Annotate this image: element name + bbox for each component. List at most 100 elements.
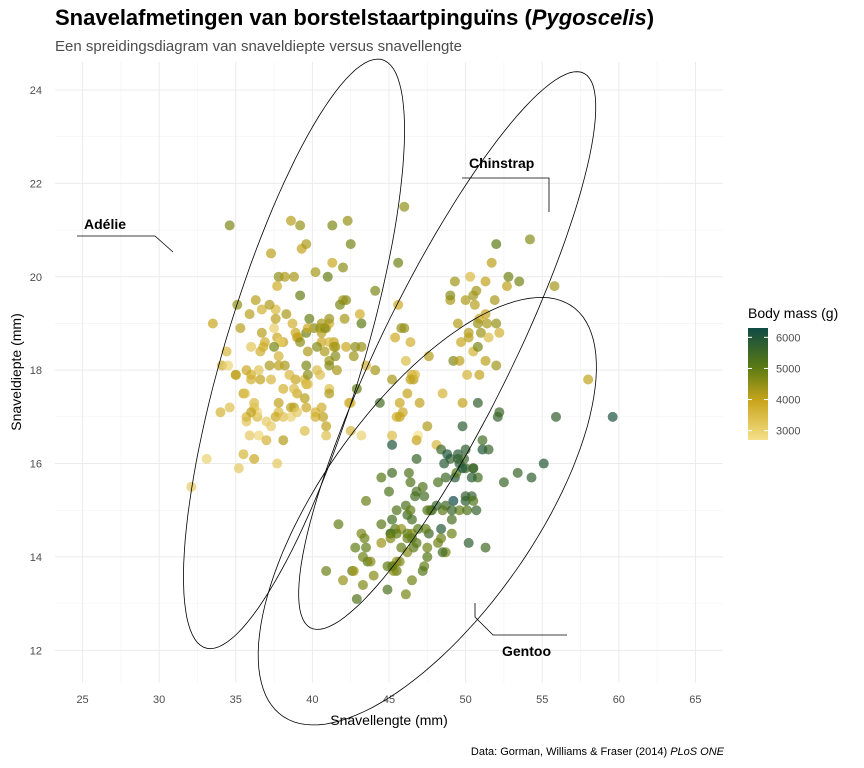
caption-journal: PLoS ONE: [670, 746, 724, 758]
data-point-gentoo: [403, 467, 414, 478]
data-point-adelie: [272, 458, 283, 469]
data-point-chinstrap: [549, 281, 560, 292]
x-tick-label: 60: [613, 694, 625, 706]
data-point-gentoo: [454, 505, 465, 516]
data-point-adelie: [316, 402, 327, 413]
data-point-chinstrap: [480, 355, 491, 366]
data-point-adelie: [342, 215, 353, 226]
data-point-adelie: [311, 341, 322, 352]
ellipse-gentoo: [257, 296, 597, 726]
data-point-gentoo: [483, 444, 494, 455]
data-point-gentoo: [376, 519, 387, 530]
data-point-adelie: [246, 407, 257, 418]
data-point-chinstrap: [437, 388, 448, 399]
data-point-gentoo: [387, 467, 398, 478]
data-point-adelie: [302, 323, 313, 334]
data-point-gentoo: [472, 397, 483, 408]
data-point-adelie: [345, 239, 356, 250]
data-point-adelie: [301, 402, 312, 413]
data-point-gentoo: [477, 435, 488, 446]
data-point-adelie: [224, 402, 235, 413]
data-point-chinstrap: [387, 430, 398, 441]
data-point-chinstrap: [452, 318, 463, 329]
data-point-adelie: [273, 397, 284, 408]
chart-title-suffix: ): [646, 5, 655, 30]
data-point-gentoo: [368, 570, 379, 581]
data-point-adelie: [356, 318, 367, 329]
data-point-chinstrap: [491, 318, 502, 329]
data-point-adelie: [244, 430, 255, 441]
data-point-adelie: [255, 374, 266, 385]
data-point-adelie: [278, 383, 289, 394]
data-point-gentoo: [457, 421, 468, 432]
data-point-chinstrap: [414, 397, 425, 408]
data-point-adelie: [393, 257, 404, 268]
data-point-chinstrap: [460, 295, 471, 306]
data-point-adelie: [287, 318, 298, 329]
data-point-gentoo: [433, 477, 444, 488]
data-point-adelie: [338, 262, 349, 273]
data-point-chinstrap: [486, 257, 497, 268]
data-point-adelie: [279, 271, 290, 282]
data-point-gentoo: [442, 449, 453, 460]
data-point-adelie: [278, 435, 289, 446]
legend-tick-label: 6000: [776, 332, 800, 344]
x-axis-label: Snavellengte (mm): [330, 712, 448, 728]
annotation-leader-chinstrap: [462, 177, 550, 212]
data-point-adelie: [253, 365, 264, 376]
data-point-adelie: [266, 421, 277, 432]
data-point-adelie: [224, 220, 235, 231]
data-point-adelie: [370, 365, 381, 376]
data-point-adelie: [223, 360, 234, 371]
data-point-adelie: [310, 267, 321, 278]
legend-ticks: 3000 4000 5000 6000: [748, 332, 800, 438]
y-tick-label: 18: [30, 365, 42, 377]
data-point-gentoo: [466, 472, 477, 483]
data-point-gentoo: [351, 593, 362, 604]
data-point-gentoo: [436, 523, 447, 534]
data-point-adelie: [270, 313, 281, 324]
x-tick-label: 65: [689, 694, 701, 706]
data-point-adelie: [215, 407, 226, 418]
data-point-gentoo: [384, 486, 394, 497]
data-point-gentoo: [437, 547, 448, 558]
y-axis-label: Snaveldiepte (mm): [8, 313, 24, 431]
annotation-leader-gentoo: [474, 603, 567, 636]
data-point-gentoo: [374, 397, 385, 408]
data-point-gentoo: [463, 537, 474, 548]
chart-subtitle: Een spreidingsdiagram van snaveldiepte v…: [55, 38, 462, 55]
data-point-adelie: [246, 341, 257, 352]
data-point-chinstrap: [472, 341, 483, 352]
data-point-chinstrap: [449, 276, 460, 287]
data-point-gentoo: [400, 589, 411, 600]
data-point-adelie: [264, 299, 275, 310]
legend-title: Body mass (g): [748, 305, 838, 321]
data-point-adelie: [327, 220, 338, 231]
data-point-gentoo: [538, 458, 549, 469]
data-point-adelie: [238, 449, 249, 460]
data-point-gentoo: [440, 472, 451, 483]
data-point-gentoo: [457, 463, 468, 474]
x-tick-label: 55: [536, 694, 548, 706]
x-tick-label: 40: [306, 694, 318, 706]
data-point-gentoo: [357, 551, 368, 562]
data-point-adelie: [284, 369, 295, 380]
data-point-adelie: [256, 327, 267, 338]
data-point-gentoo: [365, 556, 376, 567]
data-point-chinstrap: [475, 327, 486, 338]
caption-prefix: Data: Gorman, Williams & Fraser (2014): [470, 746, 671, 758]
data-point-adelie: [272, 281, 283, 292]
data-point-chinstrap: [356, 430, 367, 441]
data-point-gentoo: [420, 523, 431, 534]
data-point-adelie: [255, 346, 266, 357]
data-point-gentoo: [405, 505, 416, 516]
data-point-gentoo: [471, 505, 482, 516]
data-point-gentoo: [494, 407, 505, 418]
data-point-gentoo: [480, 542, 491, 553]
legend-tick-label: 4000: [776, 395, 800, 407]
data-point-adelie: [270, 411, 281, 422]
data-point-chinstrap: [491, 360, 502, 371]
data-point-adelie: [253, 430, 264, 441]
chart-title: Snavelafmetingen van borstelstaartpinguï…: [55, 5, 654, 31]
data-point-chinstrap: [489, 295, 500, 306]
